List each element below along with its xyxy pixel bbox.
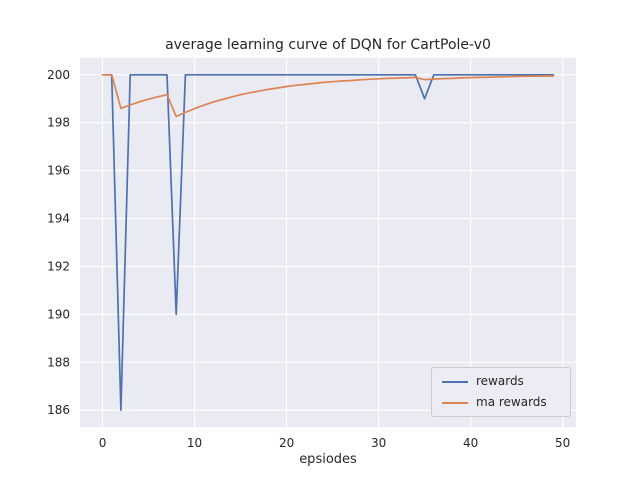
y-tick-label: 194 [47,212,70,226]
y-tick-label: 192 [47,259,70,273]
x-tick-label: 20 [279,436,294,450]
x-tick-label: 10 [187,436,202,450]
legend-label-rewards: rewards [476,374,524,388]
y-tick-label: 196 [47,164,70,178]
ma-rewards-line-swatch [442,401,468,404]
legend-label-ma-rewards: ma rewards [476,395,547,410]
x-tick-label: 30 [371,436,386,450]
x-tick-label: 0 [99,436,107,450]
x-tick-label: 40 [463,436,478,450]
y-tick-label: 190 [47,307,70,321]
legend-item-rewards: rewards [442,374,558,388]
rewards-line [101,73,555,412]
ma-rewards-line [101,73,555,118]
y-tick-label: 186 [47,403,70,417]
legend: rewards ma rewards [431,367,571,418]
rewards-line-swatch [442,380,468,383]
chart-title: average learning curve of DQN for CartPo… [165,37,491,53]
y-tick-label: 198 [47,116,70,130]
y-tick-label: 200 [47,68,70,82]
legend-item-ma-rewards: ma rewards [442,395,558,410]
x-tick-label: 50 [555,436,570,450]
plot-area [80,58,576,427]
y-tick-label: 188 [47,355,70,369]
x-axis-label: epsiodes [299,452,357,467]
